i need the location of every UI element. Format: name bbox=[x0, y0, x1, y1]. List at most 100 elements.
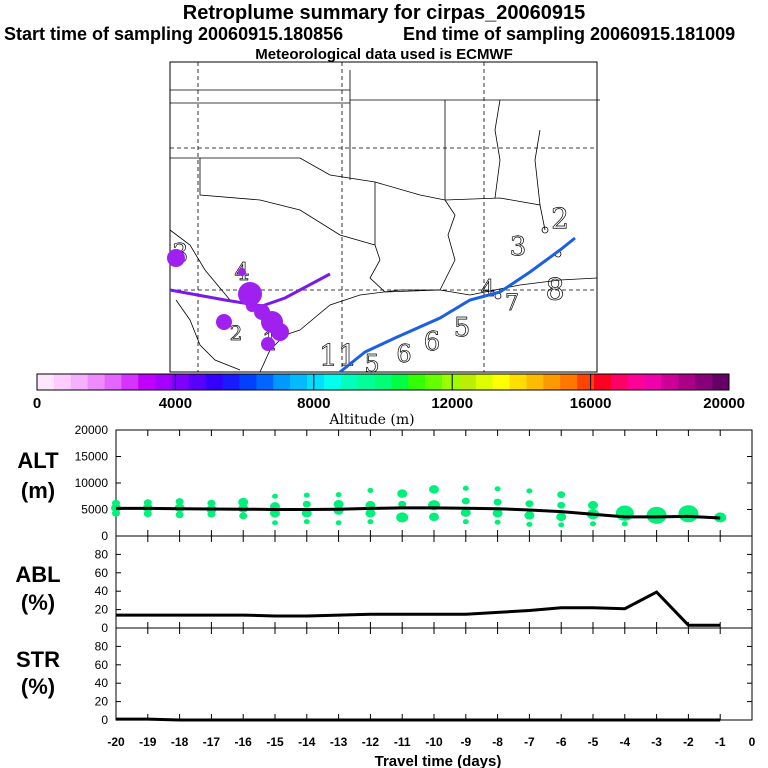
y-tick-label: 80 bbox=[95, 547, 109, 561]
mean-altitude-line bbox=[116, 506, 721, 520]
colorbar-label: Altitude (m) bbox=[328, 412, 414, 428]
day-marker-label: 4 bbox=[481, 277, 495, 302]
panel-unit: (m) bbox=[21, 478, 55, 503]
data-point bbox=[526, 488, 533, 494]
sampling-end-time: End time of sampling 20060915.181009 bbox=[403, 24, 736, 44]
panel-frame bbox=[115, 627, 753, 721]
data-point bbox=[558, 522, 565, 528]
data-point bbox=[429, 485, 439, 494]
x-tick-label: -8 bbox=[492, 735, 503, 749]
day-marker-label: 6 bbox=[424, 327, 441, 357]
data-point bbox=[678, 505, 699, 523]
x-tick-label: -16 bbox=[235, 735, 253, 749]
panel-label: ALT bbox=[17, 448, 59, 473]
colorbar-swatch bbox=[340, 374, 358, 390]
data-point bbox=[207, 499, 216, 507]
x-tick-label: -11 bbox=[394, 735, 411, 749]
y-tick-label: 0 bbox=[101, 621, 108, 635]
data-point bbox=[525, 500, 534, 508]
data-point bbox=[494, 519, 501, 525]
x-tick-label: -19 bbox=[139, 735, 157, 749]
colorbar-swatch bbox=[526, 374, 544, 390]
data-point bbox=[398, 500, 407, 508]
colorbar-swatch bbox=[239, 374, 257, 390]
altitude-marker bbox=[216, 314, 232, 330]
colorbar-tick-label: 16000 bbox=[570, 395, 612, 412]
x-tick-label: -7 bbox=[524, 735, 535, 749]
series-line bbox=[116, 590, 721, 627]
data-point bbox=[365, 508, 376, 518]
colorbar-swatch bbox=[492, 374, 510, 390]
day-marker-label: 7 bbox=[505, 291, 519, 316]
panel-alt: 0 5000 10000 15000 20000 ALT (m) bbox=[17, 423, 753, 543]
altitude-marker bbox=[246, 300, 258, 312]
day-marker-label: 3 bbox=[510, 232, 527, 262]
x-tick-label: -1 bbox=[715, 735, 726, 749]
panel-unit: (%) bbox=[21, 590, 55, 615]
data-point bbox=[494, 486, 501, 492]
data-point bbox=[462, 519, 469, 525]
data-point bbox=[396, 512, 409, 523]
trajectory-map: 238745665114321 bbox=[167, 61, 600, 378]
colorbar-swatch bbox=[509, 374, 527, 390]
altitude-marker bbox=[167, 249, 185, 267]
data-point bbox=[303, 492, 310, 498]
data-point bbox=[239, 512, 248, 520]
colorbar-swatch bbox=[678, 374, 696, 390]
data-point bbox=[461, 497, 470, 505]
colorbar-swatch bbox=[273, 374, 291, 390]
data-point bbox=[112, 509, 120, 517]
x-tick-label: -2 bbox=[683, 735, 694, 749]
y-tick-label: 0 bbox=[101, 713, 108, 727]
y-tick-label: 20000 bbox=[75, 423, 109, 437]
colorbar-swatch bbox=[442, 374, 460, 390]
y-tick-label: 20 bbox=[95, 695, 109, 709]
colorbar-swatch bbox=[256, 374, 274, 390]
colorbar-swatch bbox=[87, 374, 105, 390]
series-line bbox=[116, 717, 721, 722]
panel-unit: (%) bbox=[21, 674, 55, 699]
colorbar-swatch bbox=[323, 374, 342, 390]
data-point bbox=[335, 492, 342, 498]
data-point bbox=[302, 500, 311, 508]
colorbar-swatch bbox=[104, 374, 122, 390]
x-tick-label: -13 bbox=[330, 735, 348, 749]
day-marker-label: 2 bbox=[551, 202, 569, 235]
x-tick-label: -6 bbox=[556, 735, 567, 749]
y-tick-label: 0 bbox=[101, 529, 108, 543]
colorbar-ticks: 0 4000 8000 12000 16000 20000 bbox=[33, 374, 745, 412]
data-point bbox=[175, 511, 184, 519]
x-tick-label: -3 bbox=[651, 735, 662, 749]
colorbar-swatch bbox=[712, 374, 730, 390]
colorbar-swatch bbox=[290, 374, 308, 390]
x-tick-label: 0 bbox=[749, 735, 756, 749]
colorbar-swatch bbox=[593, 374, 612, 390]
x-tick-label: -18 bbox=[171, 735, 189, 749]
data-point bbox=[557, 501, 566, 509]
data-point bbox=[493, 498, 502, 506]
y-tick-label: 15000 bbox=[75, 450, 109, 464]
data-point bbox=[615, 505, 634, 521]
colorbar-swatch bbox=[610, 374, 629, 390]
panel-label: ABL bbox=[15, 562, 60, 587]
data-point bbox=[462, 485, 469, 491]
y-tick-label: 5000 bbox=[81, 503, 108, 517]
data-point bbox=[303, 519, 310, 525]
y-tick-label: 60 bbox=[95, 658, 109, 672]
data-point bbox=[301, 508, 312, 518]
colorbar-swatch bbox=[374, 374, 392, 390]
altitude-marker bbox=[261, 337, 275, 351]
data-point bbox=[335, 520, 342, 526]
data-point bbox=[646, 506, 667, 524]
y-tick-label: 10000 bbox=[75, 476, 109, 490]
met-data-source: Meteorological data used is ECMWF bbox=[255, 46, 513, 63]
y-tick-label: 80 bbox=[95, 639, 109, 653]
trajectory-lines bbox=[167, 236, 576, 374]
data-point bbox=[621, 521, 628, 527]
data-point bbox=[272, 493, 278, 499]
data-point bbox=[175, 498, 184, 505]
colorbar-swatch bbox=[644, 374, 662, 390]
day-marker-label: 11 bbox=[319, 339, 357, 374]
data-point bbox=[526, 521, 533, 527]
data-point bbox=[492, 508, 503, 518]
